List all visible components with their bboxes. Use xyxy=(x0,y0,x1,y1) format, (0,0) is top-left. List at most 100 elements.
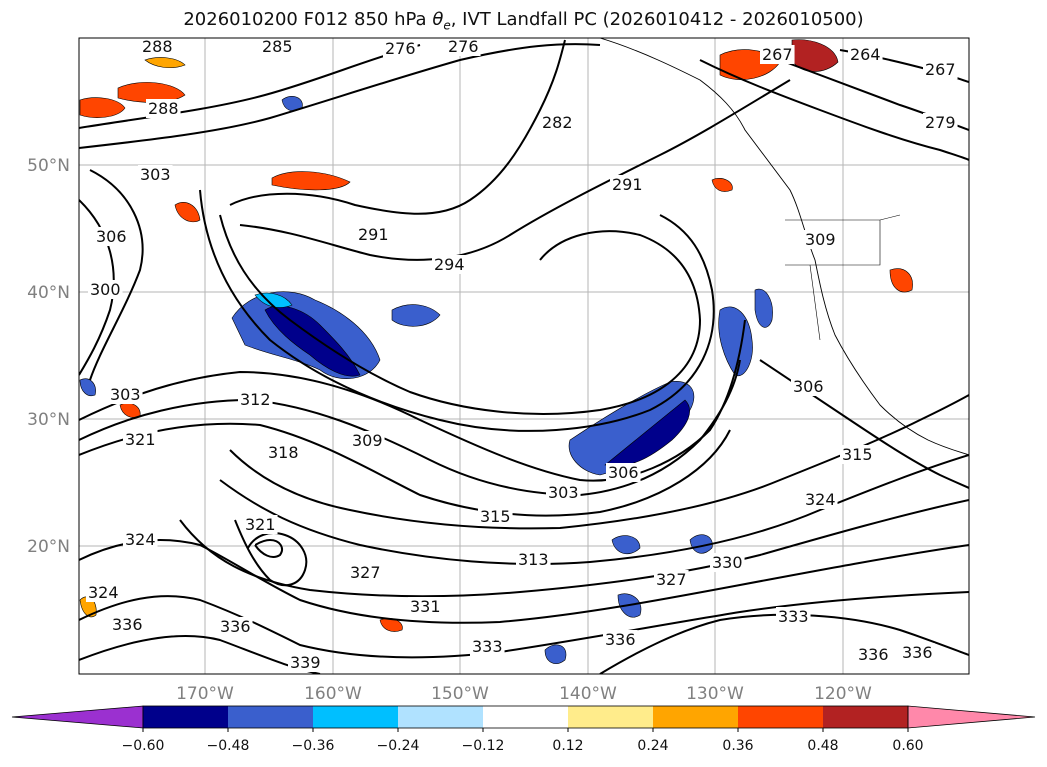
title-theta-sub: e xyxy=(443,18,451,33)
contour-label-halo xyxy=(123,430,158,449)
contour-label-halo xyxy=(348,563,383,582)
pc-negative-patch xyxy=(264,305,361,377)
contour-label: 321 xyxy=(125,430,156,449)
contour-line xyxy=(219,214,702,415)
contour-label-halo xyxy=(356,225,391,244)
contour-label: 315 xyxy=(480,507,511,526)
contour-label: 264 xyxy=(850,45,881,64)
contour-line xyxy=(79,591,969,659)
contour-label-halo xyxy=(140,38,175,56)
lon-label-160w: 160°W xyxy=(304,684,362,704)
colorbar-extend-low xyxy=(11,705,144,729)
contour-label: 336 xyxy=(220,617,251,636)
colorbar-segment xyxy=(653,706,738,728)
pc-positive-patch xyxy=(889,268,913,293)
colorbar-tick-label: 0.48 xyxy=(807,738,838,754)
contour-label: 309 xyxy=(352,431,383,450)
contour-label: 336 xyxy=(902,643,933,662)
pc-negative-patch xyxy=(79,378,96,397)
map-content: 288 285 276 276 288 282 267 264 267 279 … xyxy=(79,37,969,674)
pc-positive-patch xyxy=(117,82,186,103)
contour-line xyxy=(89,169,144,381)
contour-label: 324 xyxy=(88,583,119,602)
contour-label-halo xyxy=(856,645,891,664)
lat-label-40n: 40°N xyxy=(27,283,70,303)
pc-negative-patch xyxy=(391,304,441,327)
filled-anomalies xyxy=(79,39,913,664)
contour-line xyxy=(199,189,715,432)
title-prefix: 2026010200 F012 850 hPa xyxy=(183,9,433,30)
colorbar-segment xyxy=(823,706,908,728)
pc-positive-patch xyxy=(711,178,733,192)
colorbar-segment xyxy=(568,706,653,728)
pc-negative-patch xyxy=(611,535,641,555)
colorbar-segment xyxy=(738,706,823,728)
contour-line xyxy=(229,394,969,530)
contour-label: 276 xyxy=(385,39,416,58)
latitude-labels: 50°N 40°N 30°N 20°N xyxy=(27,156,70,557)
contour-label-halo xyxy=(94,227,129,246)
contour-label: 267 xyxy=(762,45,793,64)
contour-label: 313 xyxy=(518,550,549,569)
colorbar-ticks: −0.60 −0.48 −0.36 −0.24 −0.12 0.12 0.24 0.36 0.4… xyxy=(122,728,924,754)
contour-label-halo xyxy=(803,490,838,509)
contour-line xyxy=(79,319,746,482)
contour-label: 330 xyxy=(712,553,743,572)
contour-label: 303 xyxy=(140,165,171,184)
contour-label-halo xyxy=(238,390,273,409)
colorbar-tick-label: −0.36 xyxy=(292,738,335,754)
contour-label: 276 xyxy=(448,37,479,56)
contour-label: 321 xyxy=(245,515,276,534)
colorbar-tick-label: 0.24 xyxy=(637,738,668,754)
contour-label-halo xyxy=(446,38,481,56)
colorbar-tick-label: −0.24 xyxy=(377,738,420,754)
colorbar-frame xyxy=(142,705,909,729)
contour-label: 318 xyxy=(268,443,299,462)
contour-label-halo xyxy=(86,583,121,602)
map-frame xyxy=(78,37,970,675)
longitude-labels: 170°W 160°W 150°W 140°W 130°W 120°W xyxy=(176,684,872,704)
title-theta: θ xyxy=(432,9,444,30)
contour-label: 306 xyxy=(608,463,639,482)
contour-label: 315 xyxy=(842,445,873,464)
colorbar-segments xyxy=(11,705,1036,729)
pc-positive-patch xyxy=(271,171,351,191)
colorbar-extend-high xyxy=(907,705,1036,729)
contour-label-halo xyxy=(260,38,295,56)
contour-line xyxy=(219,454,969,565)
lat-label-50n: 50°N xyxy=(27,156,70,176)
contour-line xyxy=(699,59,969,161)
contour-label-halo xyxy=(108,385,143,404)
contour-label-halo xyxy=(791,377,826,396)
contour-label: 285 xyxy=(262,37,293,56)
contour-line xyxy=(79,539,969,624)
pc-negative-patch xyxy=(544,644,567,664)
contour-label: 331 xyxy=(410,597,441,616)
contour-label: 300 xyxy=(90,280,121,299)
contour-label: 294 xyxy=(434,255,465,274)
contour-label-halo xyxy=(478,507,513,526)
contour-label-halo xyxy=(610,175,645,194)
contour-label: 291 xyxy=(358,225,389,244)
contour-label-halo xyxy=(654,570,689,589)
contour-label: 336 xyxy=(112,615,143,634)
contour-label: 306 xyxy=(793,377,824,396)
contour-label: 336 xyxy=(605,630,636,649)
lat-label-20n: 20°N xyxy=(27,537,70,557)
contour-line xyxy=(239,79,791,261)
contour-label-group: 288 285 276 276 288 282 267 264 267 279 … xyxy=(86,37,958,672)
contour-label-halo xyxy=(88,280,123,299)
contour-label-halo xyxy=(848,45,883,64)
contour-label-halo xyxy=(350,431,385,450)
contour-label-halo xyxy=(288,653,323,672)
lon-label-150w: 150°W xyxy=(431,684,489,704)
contour-line xyxy=(254,538,283,558)
contour-label: 303 xyxy=(110,385,141,404)
contour-line xyxy=(229,39,566,215)
contour-label: 312 xyxy=(240,390,271,409)
colorbar-tick-label: 0.12 xyxy=(552,738,583,754)
theta-e-contours xyxy=(79,39,969,674)
contour-label-halo xyxy=(218,617,253,636)
